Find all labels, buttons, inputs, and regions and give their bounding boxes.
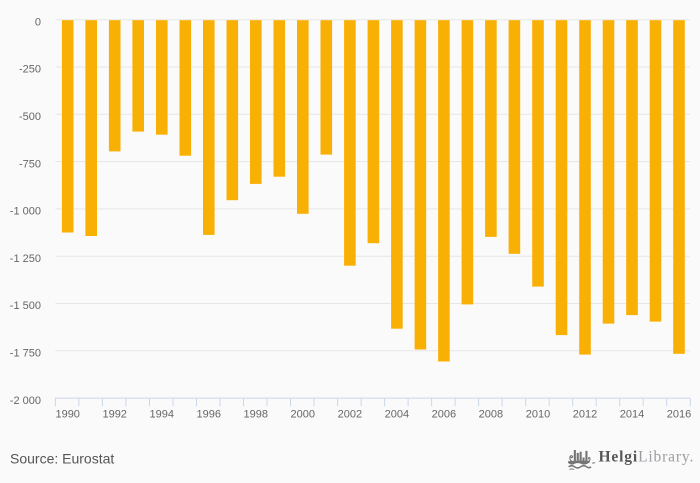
svg-text:2002: 2002 <box>338 409 362 421</box>
svg-text:-1 250: -1 250 <box>10 253 41 265</box>
svg-text:2006: 2006 <box>432 409 456 421</box>
svg-text:2012: 2012 <box>573 409 597 421</box>
svg-text:1990: 1990 <box>55 409 79 421</box>
svg-text:-750: -750 <box>19 158 41 170</box>
svg-text:2016: 2016 <box>667 409 691 421</box>
svg-text:HelgiLibrary.: HelgiLibrary. <box>599 449 695 466</box>
svg-text:Source: Eurostat: Source: Eurostat <box>10 451 114 467</box>
svg-text:-2 000: -2 000 <box>10 395 41 407</box>
svg-text:-250: -250 <box>19 64 41 76</box>
svg-text:2008: 2008 <box>479 409 503 421</box>
svg-text:1996: 1996 <box>197 409 221 421</box>
svg-text:1992: 1992 <box>102 409 126 421</box>
svg-text:-500: -500 <box>19 111 41 123</box>
svg-text:0: 0 <box>35 16 41 28</box>
svg-text:2010: 2010 <box>526 409 550 421</box>
svg-text:1998: 1998 <box>244 409 268 421</box>
svg-text:-1 000: -1 000 <box>10 206 41 218</box>
svg-text:2014: 2014 <box>620 409 644 421</box>
svg-text:2000: 2000 <box>291 409 315 421</box>
svg-text:1994: 1994 <box>150 409 174 421</box>
svg-text:2004: 2004 <box>385 409 409 421</box>
svg-text:-1 500: -1 500 <box>10 300 41 312</box>
svg-text:-1 750: -1 750 <box>10 348 41 360</box>
